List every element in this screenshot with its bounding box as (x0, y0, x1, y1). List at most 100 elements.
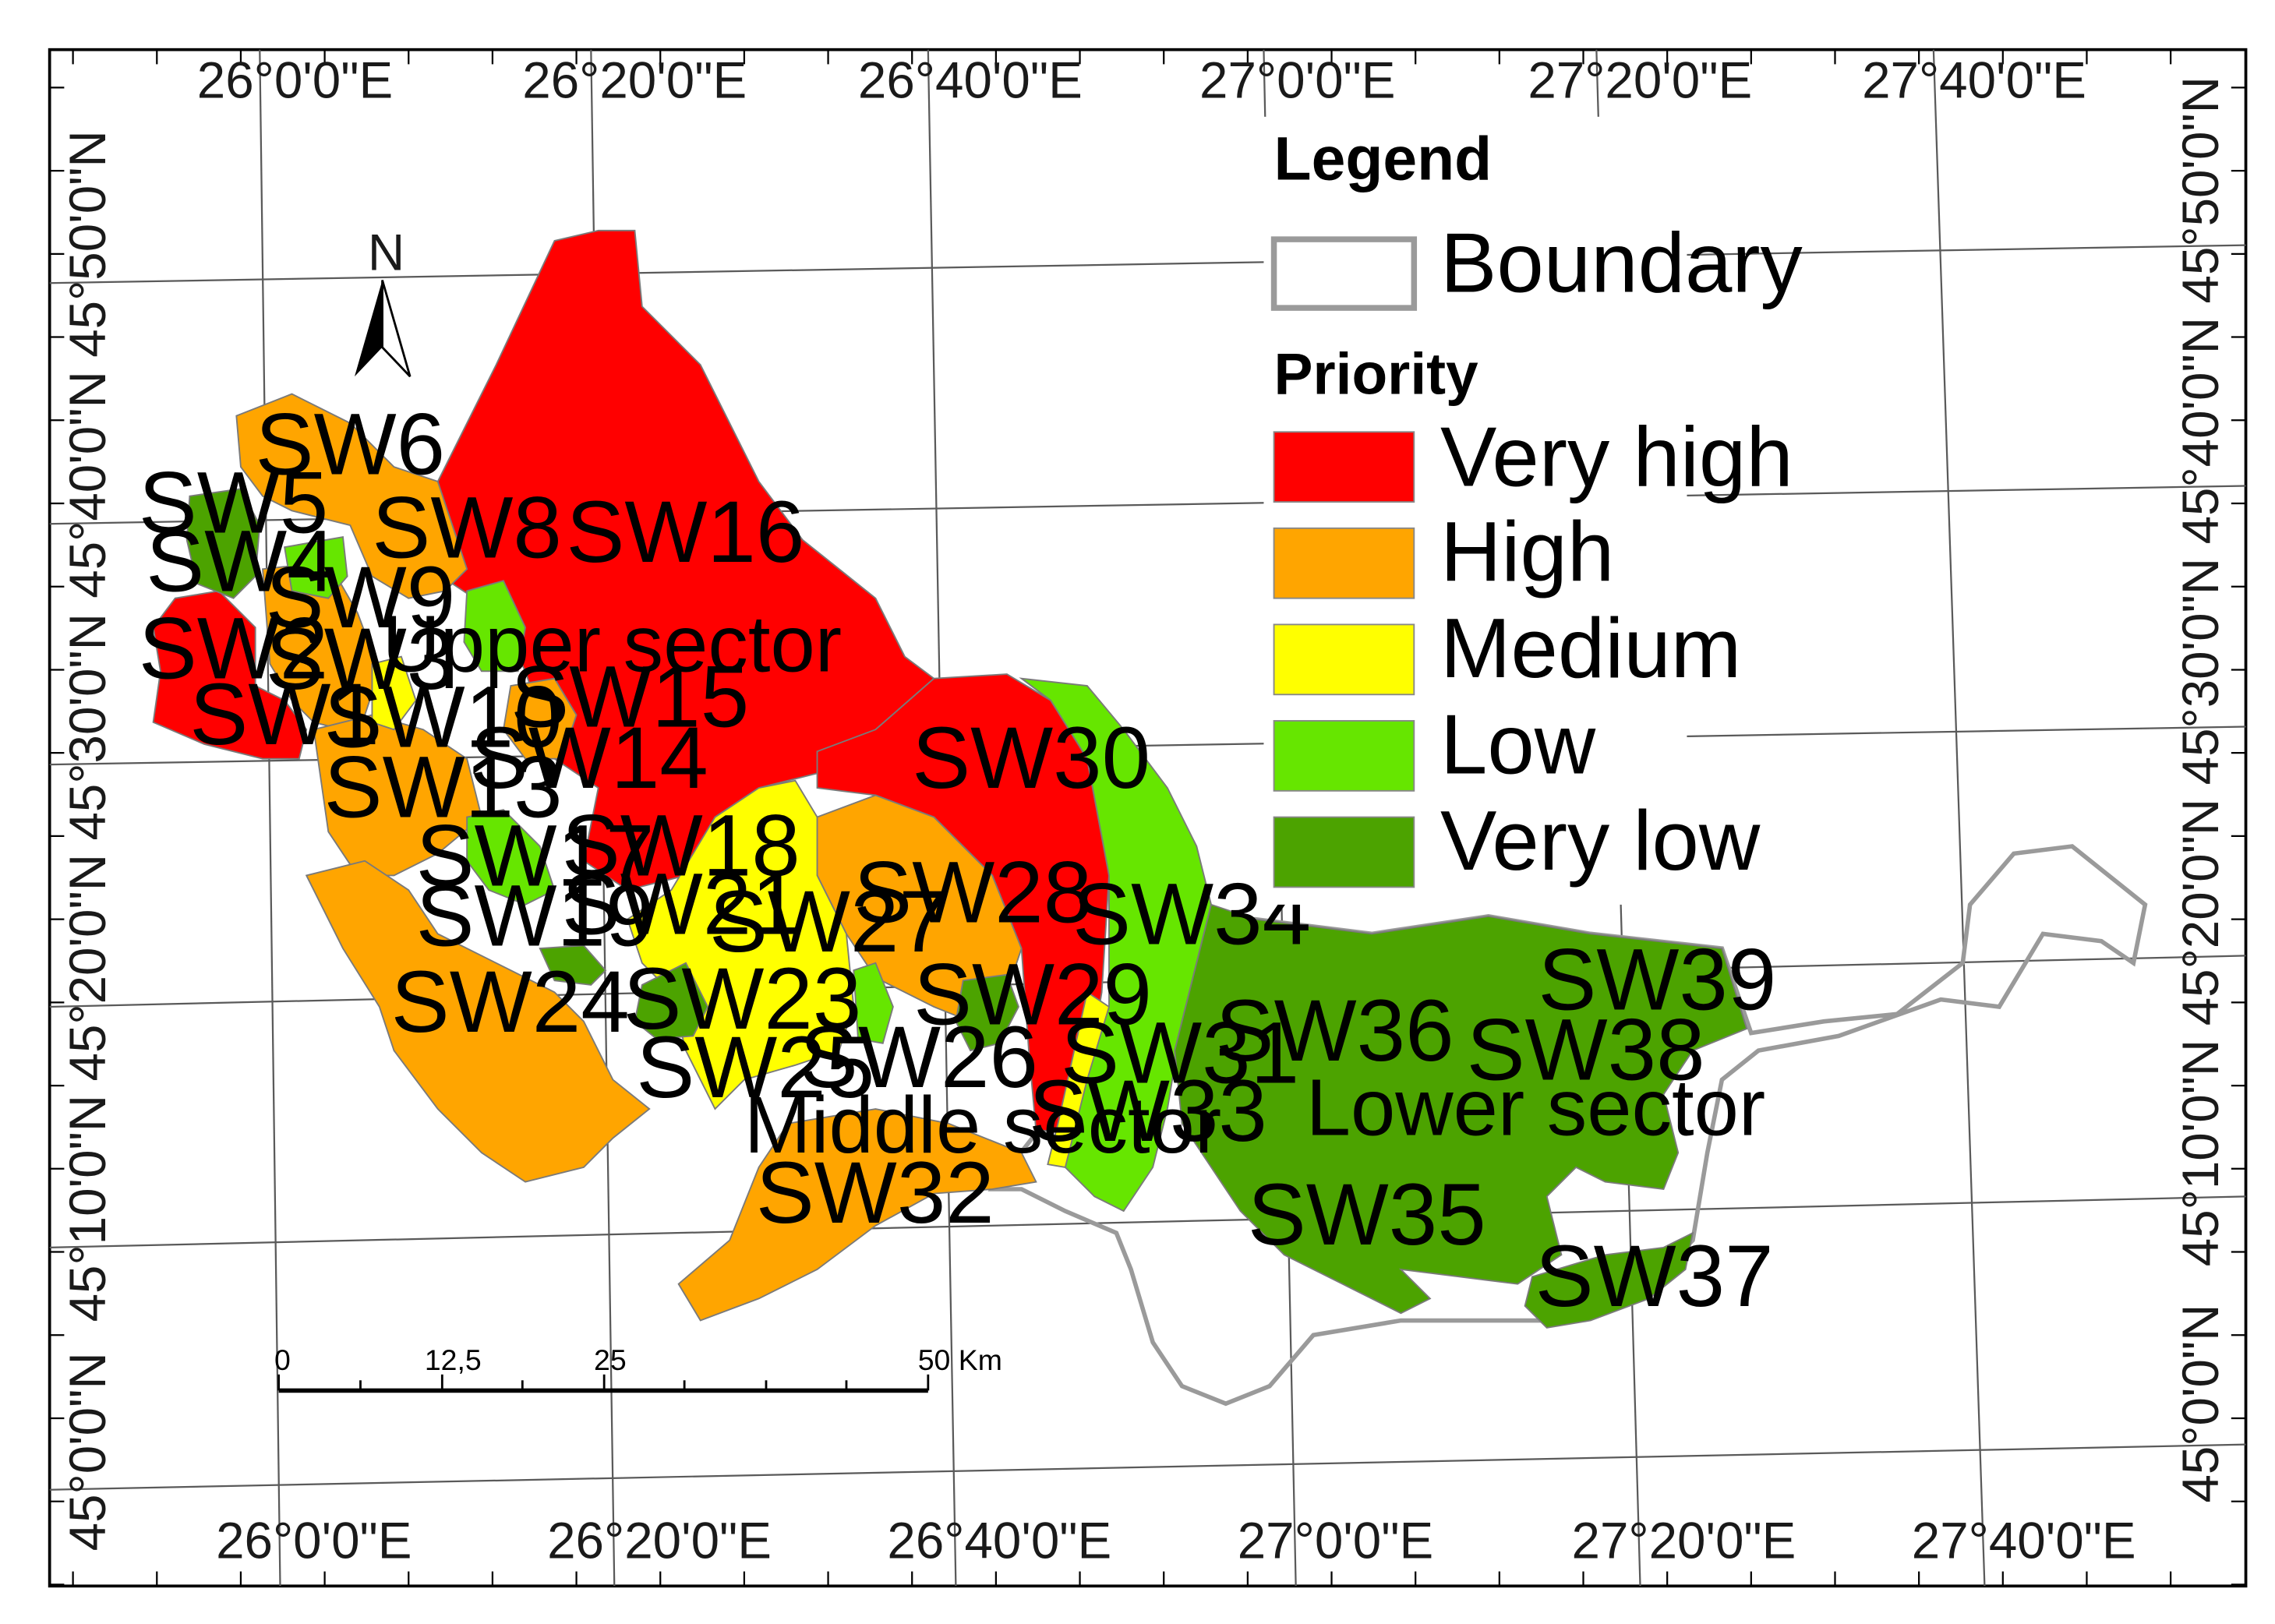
scale-bar: 0 12,5 25 50 Km (274, 1343, 1002, 1393)
north-arrow-right-half (381, 280, 412, 378)
legend-boundary-swatch (1270, 236, 1418, 311)
label-sw2: SW2 (139, 599, 328, 697)
label-sw3: SW3 (266, 609, 455, 708)
lat-left-4: 45°20'0"N (59, 854, 116, 1081)
label-sw28: SW28 (853, 842, 1092, 941)
label-sw39: SW39 (1538, 930, 1776, 1029)
sw9-polygon (284, 535, 348, 599)
label-sw4: SW4 (146, 511, 335, 609)
label-sw1: SW1 (189, 665, 379, 763)
label-sw38: SW38 (1467, 1001, 1705, 1099)
label-sw9: SW9 (266, 548, 455, 646)
lon-bottom-3: 26°40'0"E (887, 1513, 1111, 1569)
coordinate-labels: 26°0'0"E 26°20'0"E 26°40'0"E 27°0'0"E 27… (59, 51, 2229, 1569)
legend-label-low: Low (1440, 697, 1596, 792)
label-sw21: SW21 (562, 854, 800, 952)
sw17-polygon (466, 809, 556, 906)
legend-swatch-medium (1273, 623, 1415, 696)
label-sw16: SW16 (566, 482, 804, 581)
label-sw5: SW5 (139, 453, 328, 551)
label-sw33: SW33 (1029, 1061, 1267, 1160)
label-sw27: SW26 (800, 1008, 1038, 1106)
sw2-polygon (152, 590, 308, 760)
lon-top-5: 27°20'0"E (1528, 51, 1752, 108)
lon-bottom-4: 27°0'0"E (1238, 1513, 1433, 1569)
lon-top-3: 26°40'0"E (858, 51, 1083, 108)
lon-top-6: 27°40'0"E (1862, 51, 2086, 108)
sw10-polygon (371, 655, 417, 731)
lon-bottom-1: 26°0'0"E (216, 1513, 412, 1569)
legend-swatch-high (1273, 527, 1415, 599)
boundary-outline (987, 844, 2148, 1407)
lon-bottom-5: 27°20'0"E (1572, 1513, 1796, 1569)
sw37-polygon (1524, 1231, 1694, 1329)
label-sw26: SW27 (709, 872, 948, 970)
middle-sector-label: Middle sector (744, 1080, 1221, 1170)
legend-label-very-high: Very high (1440, 411, 1793, 505)
label-sw18: SW18 (562, 796, 800, 894)
upper-sector-label: Upper sector (383, 598, 842, 688)
sw29-low-polygon (853, 962, 894, 1044)
legend-priority-title: Priority (1274, 341, 1478, 407)
label-sw8: SW8 (372, 478, 561, 576)
scale-label-50km: 50 Km (918, 1343, 1002, 1376)
lat-left-3: 45°30'0"N (59, 613, 116, 840)
legend: Legend Boundary Priority Very high High … (1263, 116, 1803, 905)
lat-right-6: 45°0'0"N (2172, 1304, 2229, 1503)
scale-label-12-5: 12,5 (425, 1343, 482, 1376)
sw29-polygon (955, 973, 1019, 1052)
lat-right-1: 45°50'0"N (2172, 76, 2229, 303)
north-arrow-label: N (368, 224, 404, 281)
legend-title: Legend (1274, 124, 1493, 192)
label-sw25: SW25 (636, 1018, 874, 1116)
sw15-polygon (502, 677, 578, 760)
legend-label-very-low: Very low (1440, 794, 1761, 888)
label-sw30: SW30 (912, 708, 1150, 807)
scale-label-25: 25 (594, 1343, 627, 1376)
legend-swatch-very-low (1273, 816, 1415, 888)
lat-right-5: 45°10'0"N (2172, 1040, 2229, 1266)
lon-top-1: 26°0'0"E (197, 51, 393, 108)
lon-top-2: 26°20'0"E (522, 51, 747, 108)
label-sw32: SW32 (756, 1143, 994, 1241)
frame-ticks (49, 49, 2246, 1587)
lat-left-2: 45°40'0"N (59, 371, 116, 598)
label-sw10: SW10 (324, 668, 563, 766)
subwatersheds-layer (152, 229, 1748, 1329)
label-sw36: SW36 (1216, 981, 1454, 1079)
label-sw37: SW37 (1535, 1227, 1774, 1325)
label-sw24: SW24 (391, 952, 630, 1050)
sw32-polygon (677, 1108, 1037, 1322)
label-sw6: SW6 (256, 395, 445, 493)
sw8-green-polygon (463, 580, 527, 673)
legend-swatch-low (1273, 720, 1415, 792)
label-sw17: SW17 (416, 807, 655, 905)
sw34-polygon (1019, 677, 1213, 1213)
legend-label-medium: Medium (1440, 602, 1741, 696)
sw36-polygon (1174, 903, 1748, 1315)
scale-label-0: 0 (274, 1343, 291, 1376)
label-sw31: SW31 (1061, 1003, 1299, 1101)
label-sw14: SW14 (470, 708, 708, 807)
lower-sector-label: Lower sector (1306, 1063, 1765, 1153)
lat-left-5: 45°10'0"N (59, 1095, 116, 1322)
legend-boundary-label: Boundary (1440, 217, 1803, 311)
lat-right-4: 45°20'0"N (2172, 799, 2229, 1026)
lat-left-6: 45°0'0"N (59, 1352, 116, 1551)
lon-top-4: 27°0'0"E (1199, 51, 1395, 108)
label-sw19: SW19 (416, 866, 655, 964)
lon-bottom-2: 26°20'0"E (547, 1513, 772, 1569)
legend-label-high: High (1440, 505, 1614, 599)
sw24-polygon (305, 860, 651, 1183)
lon-bottom-6: 27°40'0"E (1912, 1513, 2136, 1569)
label-sw15: SW15 (510, 647, 749, 745)
lat-left-1: 45°50'0"N (59, 130, 116, 357)
sw23-polygon (634, 962, 709, 1040)
sw19-polygon (539, 944, 607, 986)
lat-right-3: 45°30'0"N (2172, 558, 2229, 785)
label-sw13: SW13 (324, 738, 563, 836)
label-sw23: SW23 (623, 949, 861, 1047)
sw4-polygon (185, 488, 261, 599)
lat-right-2: 45°40'0"N (2172, 317, 2229, 544)
